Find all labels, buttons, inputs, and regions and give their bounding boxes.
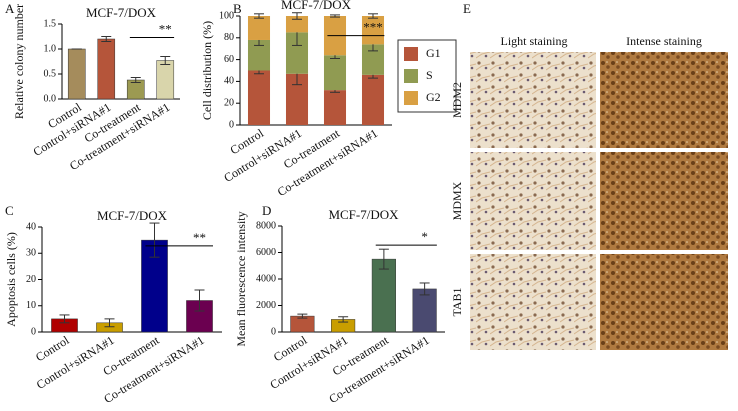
error-bar: [338, 316, 349, 323]
error-bar: [130, 77, 141, 83]
micrograph: [470, 254, 596, 350]
significance-label: **: [159, 21, 172, 36]
significance-label: ***: [363, 20, 383, 35]
y-tick-label: 20: [224, 97, 234, 108]
bar-segment: [361, 16, 385, 45]
y-tick-label: 10: [26, 300, 36, 311]
legend-label: S: [426, 68, 433, 82]
y-tick-label: 6000: [256, 247, 276, 258]
error-bar: [59, 314, 70, 324]
bar-segment: [323, 55, 347, 91]
y-tick-label: 2000: [256, 300, 276, 311]
chart-title: MCF-7/DOX: [328, 207, 399, 222]
y-axis-label: Apoptosis cells (%): [4, 232, 18, 327]
y-axis-label: Cell distribution (%): [200, 21, 214, 120]
error-bar: [297, 313, 308, 319]
y-tick-label: 0: [271, 326, 276, 337]
bar-segment: [361, 44, 385, 75]
chart-title: MCF-7/DOX: [97, 208, 168, 223]
panel-letter: E: [463, 1, 471, 16]
error-bar: [149, 222, 160, 258]
bar-segment: [323, 90, 347, 125]
error-bar: [368, 13, 378, 19]
y-tick-label: 40: [224, 76, 234, 87]
micrograph: [600, 254, 728, 350]
bar: [67, 48, 86, 100]
y-axis-label: Relative colony number: [12, 4, 26, 119]
bar-segment: [285, 32, 309, 74]
y-tick-label: 0: [31, 326, 36, 337]
error-bar: [292, 12, 302, 20]
legend-label: G1: [426, 46, 441, 60]
error-bar: [104, 318, 115, 328]
row-label: MDMX: [450, 181, 464, 220]
bar-segment: [285, 73, 309, 125]
chart-title: MCF-7/DOX: [281, 0, 352, 12]
bar: [97, 38, 116, 100]
micrograph: [600, 52, 728, 148]
legend-swatch: [404, 47, 418, 61]
panel-e: E Light staining Intense staining MDM2 M…: [450, 1, 728, 350]
chart-title: MCF-7/DOX: [86, 5, 157, 20]
legend-swatch: [404, 69, 418, 83]
micrograph: [600, 152, 728, 250]
panel-letter: B: [233, 1, 242, 16]
panel-letter: A: [5, 1, 15, 16]
bar-segment: [247, 16, 271, 40]
column-header: Light staining: [501, 34, 568, 48]
error-bar: [330, 14, 340, 18]
y-tick-label: 1.0: [44, 43, 57, 54]
y-tick-label: 0: [229, 119, 234, 130]
column-header: Intense staining: [626, 34, 702, 48]
error-bar: [194, 289, 205, 312]
error-bar: [160, 56, 171, 65]
panel-letter: D: [262, 203, 271, 218]
y-tick-label: 0.0: [44, 93, 57, 104]
row-label: MDM2: [450, 82, 464, 118]
error-bar: [101, 36, 112, 42]
bar-segment: [247, 39, 271, 71]
y-tick-label: 1.5: [44, 18, 57, 29]
row-label: TAB1: [450, 287, 464, 316]
y-axis-label: Mean fluorescence intensity: [234, 211, 248, 346]
y-tick-label: 30: [26, 248, 36, 259]
y-tick-label: 0.5: [44, 68, 57, 79]
bar: [156, 60, 175, 100]
bar-segment: [247, 70, 271, 125]
y-tick-label: 100: [219, 10, 234, 21]
y-tick-label: 80: [224, 32, 234, 43]
error-bar: [254, 13, 264, 19]
legend-swatch: [404, 91, 418, 105]
y-tick-label: 8000: [256, 220, 276, 231]
legend-label: G2: [426, 90, 441, 104]
significance-label: **: [193, 230, 206, 245]
significance-label: *: [421, 229, 428, 244]
micrograph: [470, 52, 596, 148]
y-tick-label: 40: [26, 221, 36, 232]
legend-box: [397, 39, 457, 113]
error-bar: [378, 248, 389, 270]
panel-letter: C: [5, 203, 14, 218]
micrograph: [470, 152, 596, 250]
y-tick-label: 4000: [256, 273, 276, 284]
y-tick-label: 20: [26, 274, 36, 285]
x-tick-label: Control+siRNA#1: [34, 333, 117, 392]
bar-segment: [361, 74, 385, 125]
bar-segment: [285, 16, 309, 33]
bar: [371, 258, 396, 333]
error-bar: [419, 282, 430, 296]
y-tick-label: 60: [224, 54, 234, 65]
